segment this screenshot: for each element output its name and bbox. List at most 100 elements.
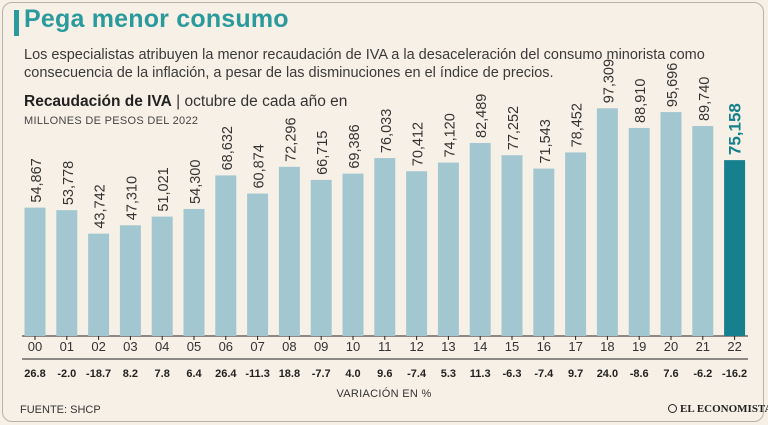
- category-label-12: 12: [409, 339, 423, 354]
- variation-value-04: 7.8: [155, 368, 170, 380]
- category-label-10: 10: [346, 339, 360, 354]
- source-note: FUENTE: SHCP: [20, 404, 101, 416]
- bar-03: [119, 225, 141, 336]
- variation-value-15: -6.3: [503, 368, 522, 380]
- variation-value-12: -7.4: [407, 368, 427, 380]
- variation-value-17: 9.7: [568, 368, 583, 380]
- bar-05: [183, 208, 205, 336]
- variation-value-11: 9.6: [377, 368, 392, 380]
- title-accent-bar: [14, 10, 19, 36]
- variation-value-02: -18.7: [86, 368, 111, 380]
- value-label-11: 76,033: [379, 109, 395, 153]
- category-label-13: 13: [441, 339, 455, 354]
- category-label-22: 22: [727, 339, 741, 354]
- value-label-07: 60,874: [252, 144, 268, 188]
- bar-15: [501, 155, 523, 336]
- category-label-06: 06: [219, 339, 233, 354]
- variation-value-14: 11.3: [470, 368, 491, 380]
- bar-19: [628, 127, 650, 337]
- category-label-20: 20: [664, 339, 678, 354]
- variation-value-05: 6.4: [186, 368, 202, 380]
- value-label-03: 47,310: [124, 176, 140, 220]
- variation-value-10: 4.0: [345, 368, 360, 380]
- bar-13: [437, 162, 459, 336]
- value-label-21: 89,740: [697, 77, 713, 121]
- bar-14: [469, 142, 491, 336]
- value-label-06: 68,632: [220, 126, 236, 170]
- variation-value-19: -8.6: [630, 368, 649, 380]
- category-label-07: 07: [250, 339, 264, 354]
- bar-18: [596, 108, 618, 337]
- bar-20: [660, 112, 682, 337]
- variation-value-09: -7.7: [312, 368, 331, 380]
- category-label-19: 19: [632, 339, 646, 354]
- value-label-01: 53,778: [61, 161, 77, 205]
- bar-07: [247, 193, 269, 336]
- variation-value-06: 26.4: [215, 368, 237, 380]
- category-label-01: 01: [60, 339, 74, 354]
- value-label-10: 69,386: [347, 124, 363, 168]
- value-label-18: 97,309: [601, 59, 617, 103]
- bar-11: [374, 158, 396, 336]
- chart-heading: Recaudación de IVA | octubre de cada año…: [24, 93, 347, 111]
- bar-10: [342, 173, 364, 336]
- variation-value-08: 18.8: [279, 368, 300, 380]
- variation-value-18: 24.0: [597, 368, 618, 380]
- brand-name: EL ECONOMISTA: [680, 403, 768, 415]
- value-label-02: 43,742: [93, 184, 109, 228]
- category-label-08: 08: [282, 339, 296, 354]
- value-label-05: 54,300: [188, 160, 204, 204]
- bar-00: [24, 207, 46, 336]
- bar-12: [406, 171, 428, 336]
- variation-value-03: 8.2: [123, 368, 138, 380]
- bar-06: [215, 175, 237, 336]
- variation-value-22: -16.2: [722, 368, 747, 380]
- variation-value-13: 5.3: [441, 368, 456, 380]
- variation-value-07: -11.3: [245, 368, 269, 380]
- category-label-15: 15: [505, 339, 519, 354]
- value-label-04: 51,021: [156, 167, 172, 211]
- bar-01: [56, 210, 78, 336]
- bar-04: [151, 216, 173, 336]
- value-label-19: 88,910: [633, 79, 649, 123]
- value-label-00: 54,867: [29, 158, 45, 202]
- category-label-09: 09: [314, 339, 328, 354]
- category-label-05: 05: [187, 339, 201, 354]
- category-label-04: 04: [155, 339, 169, 354]
- category-label-00: 00: [28, 339, 42, 354]
- value-label-16: 71,543: [538, 119, 554, 163]
- page-title: Pega menor consumo: [24, 5, 289, 33]
- category-label-11: 11: [378, 339, 392, 354]
- bar-09: [310, 179, 332, 336]
- brand-logo: EL ECONOMISTA: [668, 403, 768, 415]
- category-label-02: 02: [91, 339, 105, 354]
- value-label-08: 72,296: [283, 117, 299, 161]
- variation-value-21: -6.2: [693, 368, 712, 380]
- category-label-17: 17: [568, 339, 582, 354]
- value-label-12: 70,412: [411, 122, 427, 166]
- variation-value-00: 26.8: [24, 368, 45, 380]
- bar-16: [533, 168, 555, 336]
- category-label-21: 21: [696, 339, 710, 354]
- value-label-22: 75,158: [726, 103, 745, 155]
- variation-value-16: -7.4: [534, 368, 554, 380]
- value-label-15: 77,252: [506, 106, 522, 150]
- bar-02: [88, 233, 110, 336]
- bar-17: [565, 152, 587, 336]
- value-label-09: 66,715: [315, 131, 331, 175]
- units-label: MILLONES DE PESOS DEL 2022: [24, 115, 199, 127]
- category-label-03: 03: [123, 339, 137, 354]
- variation-label: VARIACIÓN EN %: [336, 387, 431, 400]
- subtitle: Los especialistas atribuyen la menor rec…: [24, 47, 705, 81]
- variation-value-20: 7.6: [663, 368, 678, 380]
- category-label-16: 16: [537, 339, 551, 354]
- value-label-20: 95,696: [665, 63, 681, 107]
- bar-08: [278, 166, 300, 336]
- variation-value-01: -2.0: [57, 368, 76, 380]
- value-label-17: 78,452: [570, 103, 586, 147]
- chart-title-period: | octubre de cada año en: [171, 93, 348, 110]
- value-label-13: 74,120: [442, 113, 458, 157]
- chart-title: Recaudación de IVA: [24, 93, 172, 110]
